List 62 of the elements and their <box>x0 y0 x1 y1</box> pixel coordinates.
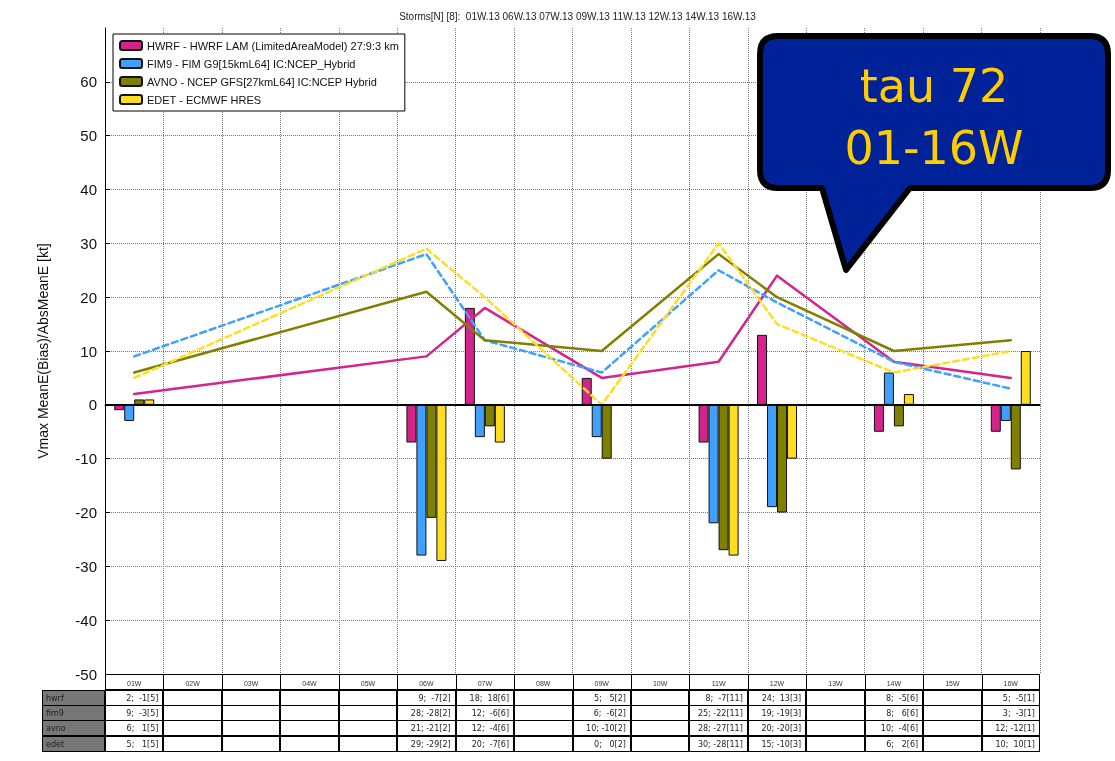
y-tick-label: 20 <box>80 288 97 306</box>
data-label: 10; -10[2] <box>572 720 631 736</box>
data-label: 30; -28[11] <box>689 736 748 752</box>
data-label: 8; -5[6] <box>864 690 924 706</box>
chart-title: Storms[N] [8]: 01W.13 06W.13 07W.13 09W.13 11W.13 12W.13 14W.13 16W.13 <box>399 10 757 22</box>
data-label: 21; -21[2] <box>397 720 456 736</box>
y-tick-label: -30 <box>75 557 97 575</box>
data-label: 28; -27[11] <box>689 720 748 736</box>
data-label: 5; 1[5] <box>105 736 164 752</box>
data-label: 3; -3[1] <box>981 705 1040 721</box>
legend-label: HWRF - HWRF LAM (LimitedAreaModel) 27:9:3 km <box>147 39 399 52</box>
data-label: 18; 18[6] <box>455 690 515 706</box>
data-label: 12; -12[1] <box>981 720 1040 736</box>
data-label: 6; 2[6] <box>864 736 924 752</box>
data-label: 0; 0[2] <box>572 736 631 752</box>
text: hwrf <box>42 690 105 706</box>
data-label: 20; -20[3] <box>747 720 807 736</box>
data-label: 8; 6[6] <box>864 705 924 721</box>
data-label: 6; 1[5] <box>105 720 164 736</box>
text: edet <box>42 736 105 752</box>
bar <box>1020 351 1031 405</box>
y-tick-label: 0 <box>88 396 97 414</box>
data-label: 10; 10[1] <box>981 736 1040 752</box>
data-label: 28; -28[2] <box>397 705 456 721</box>
data-label: 24; 13[3] <box>747 690 807 706</box>
text: fim9 <box>42 705 105 721</box>
legend-label: AVNO - NCEP GFS[27kmL64] IC:NCEP Hybrid <box>147 75 377 88</box>
y-tick-label: 10 <box>80 342 97 360</box>
data-label: 8; -7[11] <box>689 690 748 706</box>
data-label: 15; -10[3] <box>747 736 807 752</box>
y-tick-label: -10 <box>75 450 97 468</box>
bar <box>757 334 768 405</box>
legend-label: EDET - ECMWF HRES <box>147 93 262 106</box>
data-label: 5; 5[2] <box>572 690 631 706</box>
y-tick-label: -20 <box>75 504 97 521</box>
y-tick-label: -40 <box>75 611 97 629</box>
y-tick-label: 40 <box>80 181 97 198</box>
data-label: 9; -3[5] <box>105 705 164 721</box>
text: avno <box>42 720 105 736</box>
annotation: tau 72 01-16W <box>844 59 1024 175</box>
bar <box>893 404 904 427</box>
y-tick-label: 60 <box>80 73 97 91</box>
y-axis-title: Vmax MeanE(Bias)/AbsMeanE [kt] <box>35 243 51 459</box>
data-label: 12; -6[6] <box>455 705 515 721</box>
data-label: 2; -1[5] <box>105 690 164 706</box>
data-label: 5; -5[1] <box>981 690 1040 706</box>
speech-bubble: tau 72 01-16W <box>757 33 1111 273</box>
data-label: 9; -7[2] <box>397 690 456 706</box>
data-label: 25; -22[11] <box>689 705 748 721</box>
bar <box>883 372 894 405</box>
legend-label: FIM9 - FIM G9[15kmL64] IC:NCEP_Hybrid <box>147 57 356 70</box>
data-label: 29; -29[2] <box>397 736 456 752</box>
data-label: 6; -6[2] <box>572 705 631 721</box>
bar <box>903 394 914 405</box>
data-label: 19; -19[3] <box>747 705 807 721</box>
data-label: 20; -7[6] <box>455 736 515 752</box>
y-tick-label: 50 <box>80 127 97 145</box>
y-tick-label: -50 <box>75 665 97 683</box>
bar <box>873 404 884 432</box>
y-tick-label: 30 <box>80 234 97 252</box>
data-label: 12; -4[6] <box>455 720 515 736</box>
data-label: 10; -4[6] <box>864 720 924 736</box>
